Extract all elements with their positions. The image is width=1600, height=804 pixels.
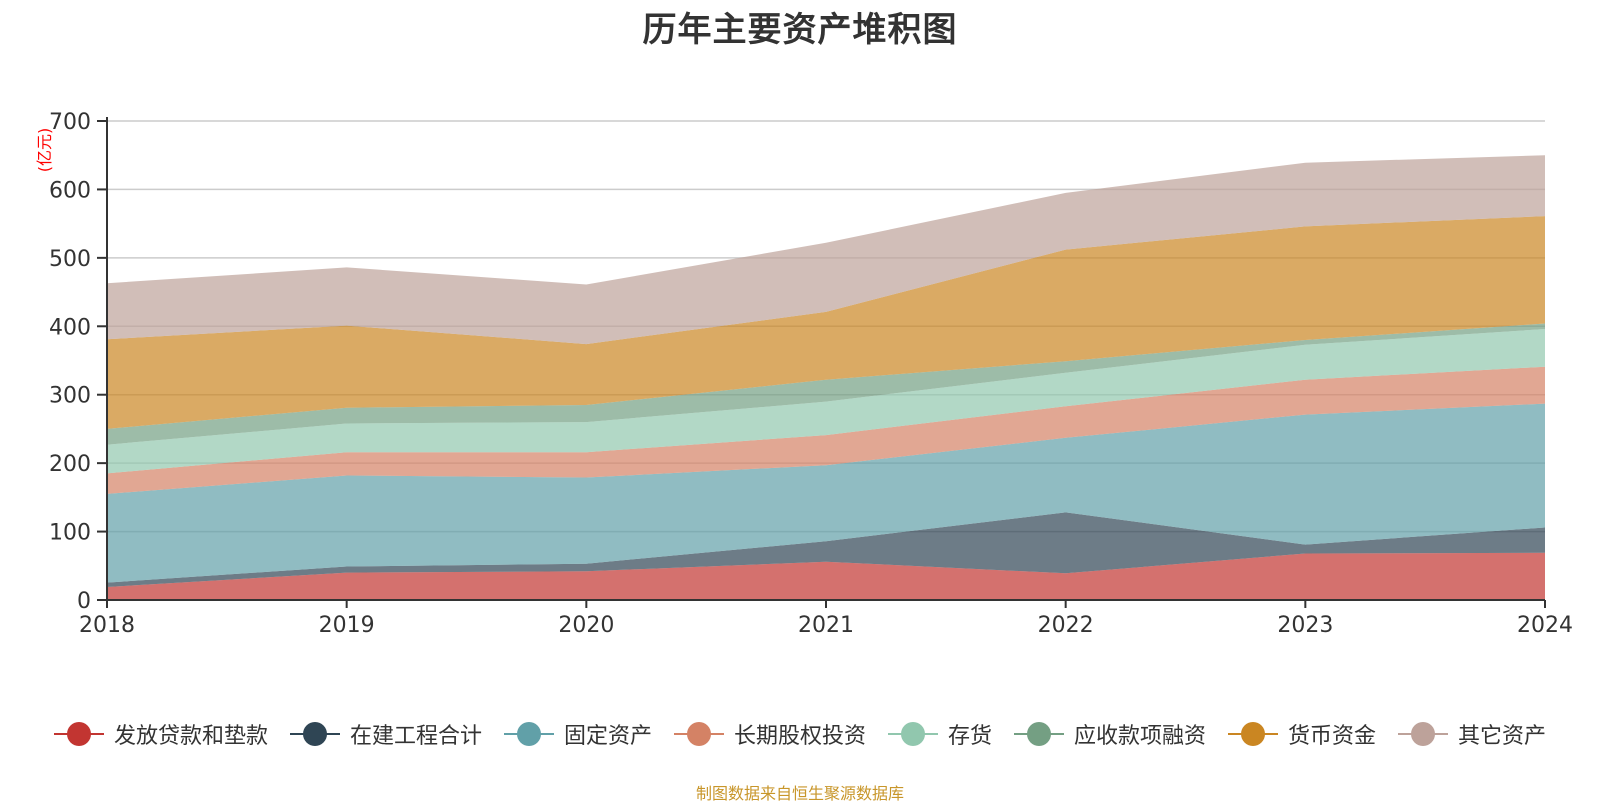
legend-item-7[interactable]: 其它资产 <box>1398 718 1546 750</box>
x-tick-label: 2024 <box>1517 613 1573 638</box>
x-tick-label: 2018 <box>79 613 135 638</box>
area-series-2[interactable] <box>107 403 1545 583</box>
legend-marker-icon <box>1228 722 1279 746</box>
y-tick-label: 400 <box>49 315 91 340</box>
y-tick-label: 100 <box>49 521 91 546</box>
y-tick-label: 500 <box>49 247 91 272</box>
legend-label: 固定资产 <box>563 724 652 749</box>
x-tick-label: 2021 <box>798 613 854 638</box>
y-tick-label: 700 <box>49 110 91 135</box>
area-series-group <box>107 155 1545 600</box>
chart-plot: 0 100 200 300 400 500 600 700 2018 2019 2020 2021 20… <box>35 110 1573 638</box>
legend: 发放贷款和垫款 在建工程合计 固定资产 长期股权投资 存货 应收款项融资 货币资金 其它资产 <box>0 718 1600 750</box>
x-tick-label: 2020 <box>558 613 614 638</box>
legend-marker-icon <box>503 722 554 746</box>
legend-item-0[interactable]: 发放贷款和垫款 <box>53 718 268 750</box>
legend-label: 发放贷款和垫款 <box>113 724 268 749</box>
y-axis-unit-label: (亿元) <box>35 128 54 173</box>
legend-label: 货币资金 <box>1288 724 1377 749</box>
y-tick-label: 200 <box>49 452 91 477</box>
legend-marker-icon <box>1014 722 1065 746</box>
y-tick-label: 300 <box>49 384 91 409</box>
legend-item-4[interactable]: 存货 <box>888 718 992 750</box>
legend-label: 存货 <box>948 724 993 749</box>
legend-marker-icon <box>888 722 938 746</box>
area-series-5[interactable] <box>107 323 1545 445</box>
legend-label: 在建工程合计 <box>349 724 482 749</box>
legend-marker-icon <box>53 722 104 746</box>
legend-item-1[interactable]: 在建工程合计 <box>289 718 482 750</box>
area-series-0[interactable] <box>107 552 1545 600</box>
area-series-3[interactable] <box>107 366 1545 494</box>
chart-title: 历年主要资产堆积图 <box>642 10 958 50</box>
legend-item-6[interactable]: 货币资金 <box>1228 718 1376 750</box>
legend-item-5[interactable]: 应收款项融资 <box>1014 718 1206 750</box>
legend-label: 长期股权投资 <box>733 724 866 749</box>
y-tick-label: 0 <box>77 589 91 614</box>
area-series-7[interactable] <box>107 155 1545 345</box>
legend-label: 应收款项融资 <box>1074 724 1207 749</box>
legend-item-3[interactable]: 长期股权投资 <box>673 718 866 750</box>
area-series-6[interactable] <box>107 216 1545 429</box>
area-series-1[interactable] <box>107 512 1545 587</box>
axes: 0 100 200 300 400 500 600 700 2018 2019 2020 2021 20… <box>49 110 1573 638</box>
legend-marker-icon <box>1398 722 1449 746</box>
x-tick-label: 2022 <box>1038 613 1094 638</box>
area-series-4[interactable] <box>107 329 1545 474</box>
source-note: 制图数据来自恒生聚源数据库 <box>695 784 904 803</box>
legend-item-2[interactable]: 固定资产 <box>503 718 652 750</box>
legend-label: 其它资产 <box>1458 724 1547 749</box>
legend-marker-icon <box>673 722 724 746</box>
y-tick-label: 600 <box>49 178 91 203</box>
x-tick-label: 2019 <box>319 613 375 638</box>
legend-marker-icon <box>289 722 340 746</box>
x-tick-label: 2023 <box>1277 613 1333 638</box>
